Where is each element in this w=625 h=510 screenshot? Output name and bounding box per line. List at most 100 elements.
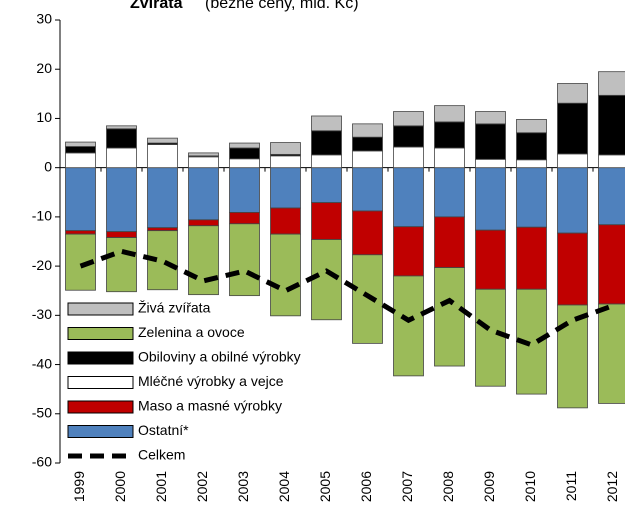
y-tick-label: -50 (32, 404, 52, 420)
bar-segment (434, 216, 465, 268)
y-tick-label: 30 (36, 11, 52, 27)
bar-segment (393, 275, 424, 377)
x-tick-label: 1999 (71, 471, 87, 502)
bar-segment (557, 304, 588, 409)
x-tick-label: 2011 (563, 471, 579, 501)
bar-segment (475, 111, 506, 125)
bar-segment (270, 155, 301, 169)
bar-segment (393, 226, 424, 277)
bar-segment (147, 167, 178, 229)
bar-segment (65, 152, 96, 169)
bar-segment (516, 226, 547, 290)
bar-segment (188, 167, 219, 221)
bar-segment (229, 147, 260, 160)
bar-segment (516, 159, 547, 169)
bar-segment (598, 71, 625, 96)
y-tick-label: -60 (32, 454, 52, 470)
bar-segment (352, 123, 383, 138)
bar-segment (557, 232, 588, 306)
total-line (79, 248, 615, 348)
bar-segment (557, 83, 588, 104)
bar-segment (516, 132, 547, 161)
bar-segment (434, 267, 465, 367)
legend-label: Obiloviny a obilné výrobky (138, 349, 301, 365)
bar-segment (229, 167, 260, 213)
x-tick-label: 2010 (522, 471, 538, 502)
bar-segment (188, 156, 219, 169)
bar-segment (106, 231, 137, 238)
legend-label: Živá zvířata (138, 300, 211, 316)
bar-segment (229, 212, 260, 225)
bar-segment (393, 125, 424, 148)
bar-segment (270, 233, 301, 317)
x-tick-label: 2004 (276, 471, 292, 502)
bar-segment (229, 158, 260, 169)
bar-segment (393, 111, 424, 127)
y-tick-label: 0 (44, 158, 52, 174)
bar-segment (147, 227, 178, 232)
bar-segment (475, 229, 506, 290)
bar-segment (557, 167, 588, 234)
bar-segment (598, 154, 625, 169)
bar-segment (106, 167, 137, 233)
bar-segment (65, 167, 96, 232)
bar-segment (434, 121, 465, 149)
bar-segment (311, 202, 342, 240)
bar-segment (598, 303, 625, 404)
bar-segment (475, 288, 506, 387)
bar-segment (311, 115, 342, 132)
legend-swatch (67, 400, 134, 414)
bar-segment (147, 137, 178, 144)
bar-segment (229, 142, 260, 149)
chart-subtitle: (běžné ceny, mld. Kč) (205, 0, 359, 12)
x-tick-label: 2008 (440, 471, 456, 502)
y-tick-label: -10 (32, 208, 52, 224)
legend-swatch (67, 302, 134, 316)
bar-segment (106, 147, 137, 169)
legend-swatch (67, 425, 134, 438)
y-tick-label: 10 (36, 109, 52, 125)
bar-segment (65, 146, 96, 154)
legend-swatch (67, 351, 134, 365)
y-tick-label: -40 (32, 355, 52, 371)
bar-segment (65, 230, 96, 235)
bar-segment (270, 142, 301, 155)
bar-segment (106, 125, 137, 130)
bar-segment (434, 167, 465, 218)
bar-segment (311, 154, 342, 169)
legend-swatch (67, 376, 134, 389)
legend-label: Mléčné výrobky a vejce (138, 373, 284, 389)
bar-segment (516, 119, 547, 134)
bar-segment (598, 94, 625, 156)
x-tick-label: 2001 (153, 471, 169, 502)
bar-segment (352, 254, 383, 344)
bar-segment (352, 150, 383, 169)
bar-segment (393, 167, 424, 228)
x-tick-label: 2005 (317, 471, 333, 502)
legend-swatch (67, 327, 134, 340)
x-tick-label: 2000 (112, 471, 128, 502)
bar-segment (352, 136, 383, 152)
bar-segment (65, 141, 96, 147)
y-tick-label: 20 (36, 60, 52, 76)
x-tick-label: 2007 (399, 471, 415, 502)
bar-segment (434, 147, 465, 169)
x-tick-label: 2002 (194, 471, 210, 502)
x-tick-label: 2009 (481, 471, 497, 502)
bar-segment (106, 128, 137, 149)
chart-title: Zvířata (130, 0, 183, 12)
bar-segment (311, 167, 342, 204)
bar-segment (147, 144, 178, 169)
bar-segment (598, 224, 625, 305)
bar-segment (352, 167, 383, 212)
bar-segment (188, 225, 219, 296)
bar-segment (516, 167, 547, 228)
bar-segment (270, 207, 301, 235)
bar-segment (598, 167, 625, 226)
bar-segment (188, 219, 219, 227)
bar-segment (352, 210, 383, 256)
bar-segment (475, 167, 506, 231)
bar-segment (106, 237, 137, 293)
legend-label: Zelenina a ovoce (138, 324, 245, 340)
bar-segment (557, 102, 588, 155)
